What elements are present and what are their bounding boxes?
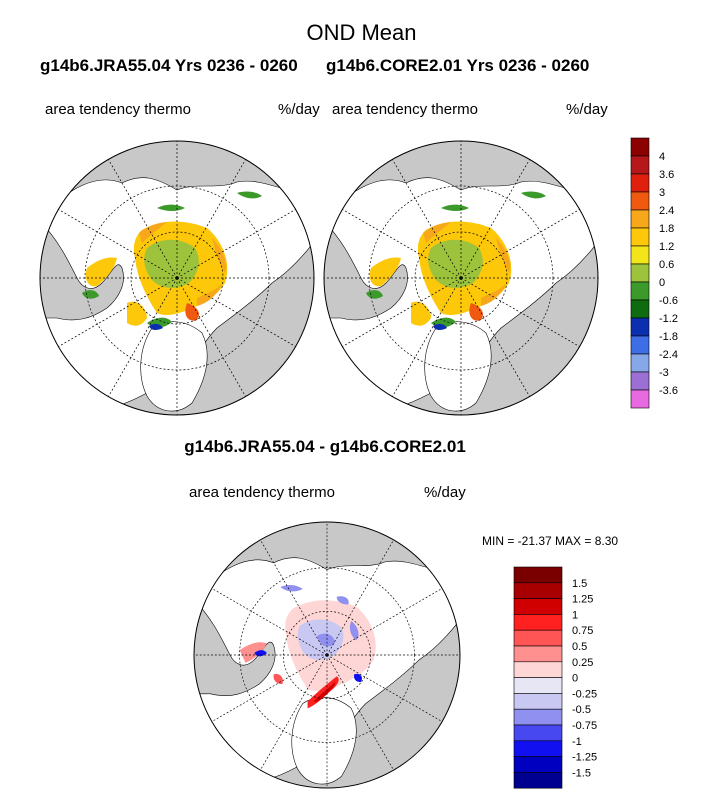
colorbar-top-swatch [630,335,650,355]
colorbar-diff-tick-label: 0.25 [572,657,593,669]
colorbar-top-tick-label: -1.2 [659,313,678,325]
colorbar-top-tick-label: -2.4 [659,349,678,361]
colorbar-diff-tick-label: 1.25 [572,594,593,606]
colorbar-top-swatch [630,209,650,229]
right-case-title: g14b6.CORE2.01 Yrs 0236 - 0260 [326,56,590,75]
colorbar-diff-tick-label: 0.5 [572,641,587,653]
colorbar-diff-swatch [513,629,563,647]
colorbar-diff-tick-label: -0.75 [572,720,597,732]
colorbar-top-swatch [630,281,650,301]
colorbar-diff-tick-label: 1 [572,609,578,621]
top-left-units: %/day [278,101,320,118]
colorbar-top-tick-label: -3.6 [659,385,678,397]
colorbar-top-tick-label: -3 [659,367,669,379]
colorbar-top-swatch [630,137,650,157]
colorbar-top-swatch [630,245,650,265]
colorbar-top-tick-label: 1.8 [659,223,674,235]
colorbar-diff-tick-label: 1.5 [572,578,587,590]
colorbar-top-swatch [630,227,650,247]
colorbar-diff-swatch [513,708,563,726]
diff-min-max: MIN = -21.37 MAX = 8.30 [482,534,619,548]
diff-units: %/day [424,484,466,501]
colorbar-diff-tick-label: 0.75 [572,625,593,637]
main-title: OND Mean [306,20,417,45]
colorbar-top-swatch [630,191,650,211]
colorbar-diff-tick-label: 0 [572,673,578,685]
colorbar-top-swatch [630,155,650,175]
map-right [323,140,599,416]
colorbar-top-swatch [630,263,650,283]
colorbar-diff: 1.5 1.25 1 0.75 0.5 0.25 0 -0.25 -0.5 -0.75 -1 -1.2… [513,566,597,789]
colorbar-diff-tick-label: -1.25 [572,752,597,764]
colorbar-top-swatch [630,317,650,337]
colorbar-top-tick-label: 3 [659,187,665,199]
colorbar-top-tick-label: -0.6 [659,295,678,307]
colorbar-top-tick-label: 2.4 [659,205,674,217]
colorbar-top-swatch [630,353,650,373]
colorbar-diff-swatch [513,566,563,584]
colorbar-diff-tick-label: -0.5 [572,704,591,716]
colorbar-diff-tick-label: -1 [572,736,582,748]
colorbar-diff-swatch [513,614,563,631]
colorbar-diff-swatch [513,693,563,710]
colorbar-top-tick-label: 0 [659,277,665,289]
colorbar-diff-swatch [513,598,563,615]
top-left-variable: area tendency thermo [45,101,191,118]
diff-variable: area tendency thermo [189,484,335,501]
map-left [39,140,315,416]
colorbar-top-swatch [630,299,650,319]
colorbar-diff-swatch [513,740,563,757]
diff-title: g14b6.JRA55.04 - g14b6.CORE2.01 [184,437,466,456]
left-case-title: g14b6.JRA55.04 Yrs 0236 - 0260 [40,56,298,75]
top-right-variable: area tendency thermo [332,101,478,118]
map-diff [193,521,461,789]
colorbar-diff-swatch [513,724,563,742]
colorbar-top-swatch [630,173,650,193]
colorbar-top: 4 3.6 3 2.4 1.8 1.2 0.6 0 -0.6 -1.2 -1.8 -2.4 -3 -3.6 [630,137,678,409]
colorbar-diff-swatch [513,756,563,773]
colorbar-diff-swatch [513,661,563,678]
colorbar-top-tick-label: 4 [659,151,665,163]
colorbar-top-tick-label: 0.6 [659,259,674,271]
colorbar-top-tick-label: -1.8 [659,331,678,343]
colorbar-top-tick-label: 1.2 [659,241,674,253]
colorbar-top-swatch [630,371,650,391]
colorbar-diff-swatch [513,582,563,599]
colorbar-top-swatch [630,389,650,409]
colorbar-top-tick-label: 3.6 [659,169,674,181]
colorbar-diff-swatch [513,677,563,694]
colorbar-diff-swatch [513,772,563,789]
colorbar-diff-swatch [513,645,563,663]
colorbar-diff-tick-label: -1.5 [572,767,591,779]
top-right-units: %/day [566,101,608,118]
colorbar-diff-tick-label: -0.25 [572,688,597,700]
